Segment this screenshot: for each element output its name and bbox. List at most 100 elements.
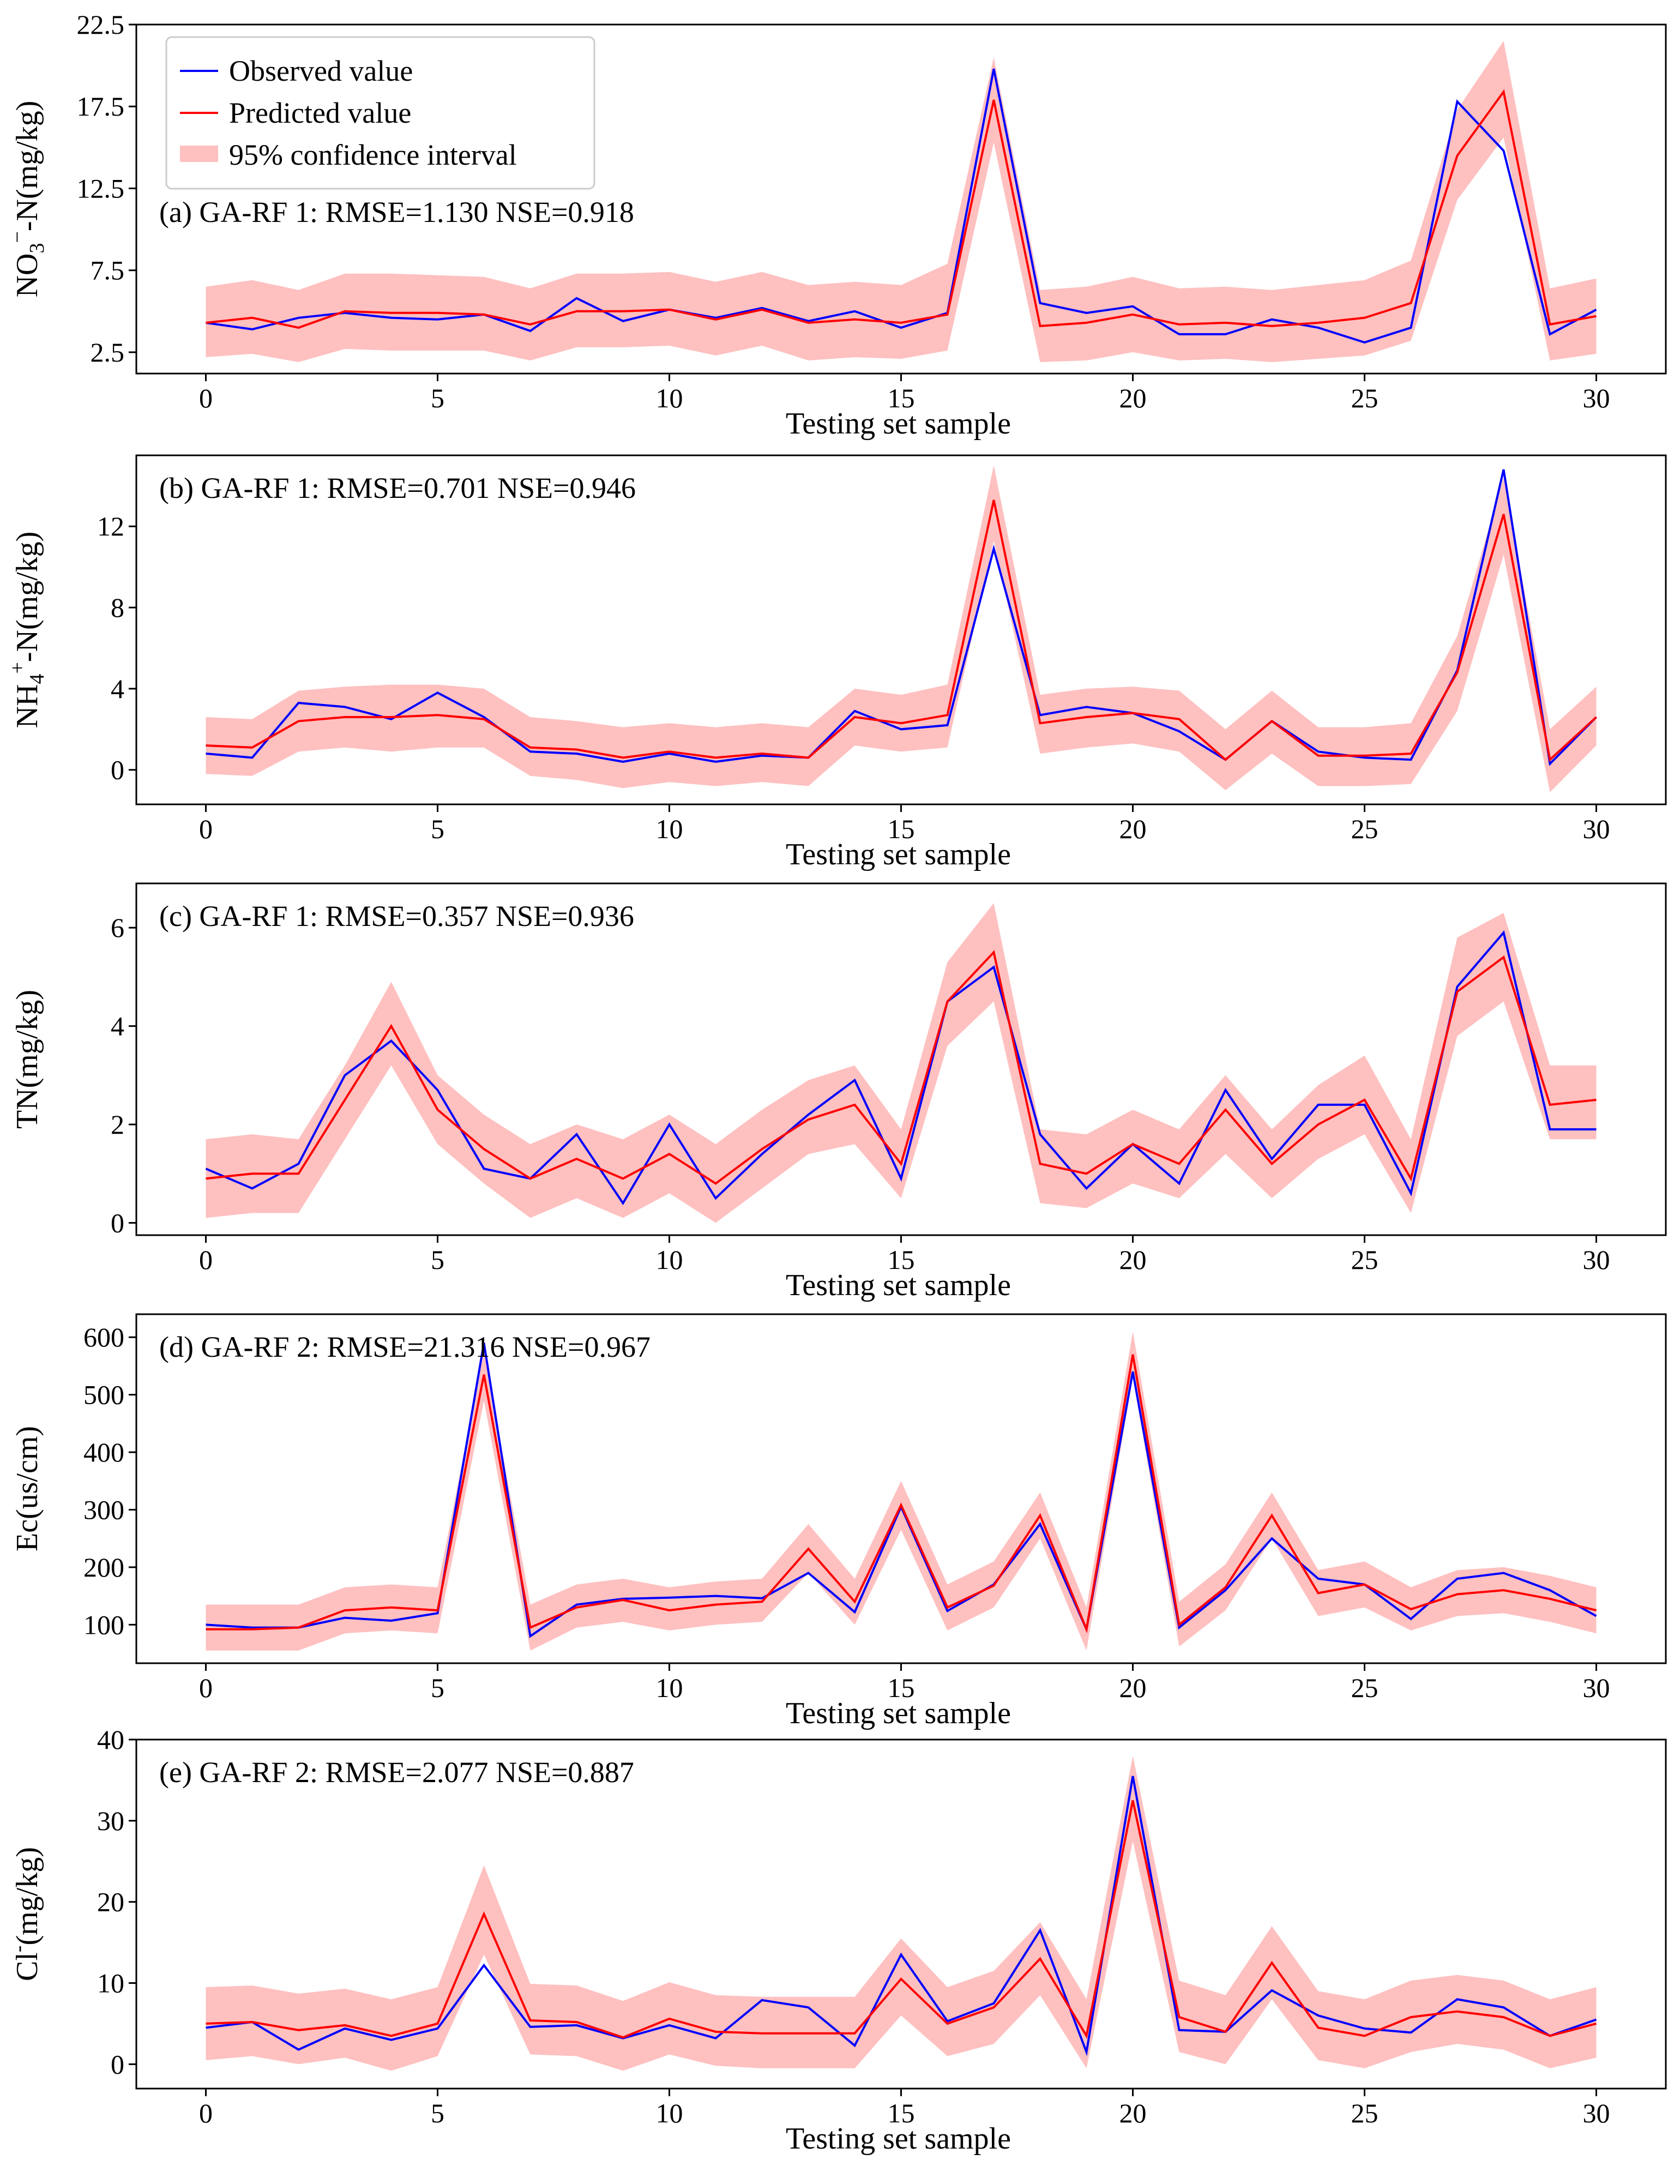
x-tick-label: 15 [888, 814, 915, 844]
observed-line [205, 930, 1597, 1206]
x-tick-label: 20 [1119, 1244, 1147, 1275]
predicted-line [206, 500, 1597, 762]
x-tick-label: 5 [431, 1672, 444, 1703]
y-tick-label: 7.5 [91, 255, 125, 286]
y-axis-label: NH4+-N(mg/kg) [6, 532, 49, 729]
x-axis-label: Testing set sample [786, 838, 1011, 871]
x-tick-label: 30 [1583, 1672, 1610, 1703]
axes-frame [135, 454, 1667, 805]
y-axis-label: NO3−-N(mg/kg) [6, 101, 49, 298]
y-axis-label-superscript: − [6, 231, 29, 243]
x-tick-label: 15 [888, 1244, 915, 1275]
y-tick-label: 22.5 [77, 9, 125, 40]
legend-observed-label: Observed value [229, 55, 413, 87]
x-tick-label: 10 [656, 383, 683, 413]
panel-title: (a) GA-RF 1: RMSE=1.130 NSE=0.918 [159, 196, 634, 228]
x-tick-label: 15 [888, 1672, 915, 1703]
panel-c: 0 5 10 15 20 25 30 0 2 4 6 Testing set sample TN(mg/… [10, 882, 1667, 1302]
x-tick-label: 25 [1351, 2098, 1378, 2128]
panel-d: 0 5 10 15 20 25 30 100 200 300 400 500 600 Testing se… [10, 1313, 1667, 1730]
observed-line [206, 68, 1597, 344]
y-axis-label: Ec(us/cm) [10, 1426, 44, 1551]
x-tick-label: 25 [1351, 1672, 1378, 1703]
y-tick-label: 12.5 [77, 173, 125, 203]
y-axis-label-subscript: 3 [26, 243, 49, 254]
y-tick-label: 17.5 [77, 91, 125, 122]
y-axis-label-rest: -N(mg/kg) [10, 101, 44, 232]
y-tick-label: 20 [97, 1887, 124, 1917]
y-axis-label-superscript: - [7, 1945, 30, 1952]
predicted-line [206, 1354, 1597, 1634]
panel-title: (d) GA-RF 2: RMSE=21.316 NSE=0.967 [159, 1331, 651, 1363]
y-tick-label: 300 [83, 1494, 124, 1525]
x-axis-label: Testing set sample [786, 2122, 1011, 2156]
y-tick-label: 2.5 [91, 337, 125, 368]
y-tick-label: 12 [97, 511, 124, 542]
y-tick-label: 0 [111, 1207, 124, 1238]
confidence-band [206, 1755, 1597, 2071]
x-tick-label: 15 [888, 383, 915, 413]
x-tick-label: 5 [431, 2098, 444, 2128]
x-axis-label: Testing set sample [786, 1696, 1011, 1730]
y-axis-label-main: NO [10, 254, 44, 298]
y-axis-label-main: NH [10, 684, 44, 729]
x-tick-label: 30 [1583, 1244, 1610, 1275]
x-tick-label: 0 [199, 383, 213, 413]
x-tick-label: 5 [431, 383, 444, 413]
panel-e: 0 5 10 15 20 25 30 0 10 20 30 40 Testing set sample C… [7, 1724, 1667, 2156]
x-tick-label: 0 [199, 1244, 213, 1275]
y-tick-label: 0 [111, 2049, 124, 2079]
x-tick-label: 30 [1583, 814, 1610, 844]
legend-box [165, 36, 595, 190]
y-tick-label: 40 [97, 1724, 124, 1755]
x-tick-label: 0 [199, 2098, 213, 2128]
observed-line [206, 1776, 1597, 2056]
confidence-band [206, 465, 1597, 792]
legend-band-label: 95% confidence interval [229, 139, 517, 171]
x-tick-label: 10 [656, 1244, 683, 1275]
x-tick-label: 5 [431, 814, 444, 844]
x-tick-label: 0 [199, 1672, 213, 1703]
x-tick-label: 30 [1583, 383, 1610, 413]
x-tick-label: 10 [656, 814, 683, 844]
observed-line [206, 469, 1597, 766]
y-axis-label-main: Cl [10, 1952, 44, 1981]
y-axis-label-rest: -N(mg/kg) [10, 532, 44, 663]
y-axis-label-subscript: 4 [26, 674, 49, 684]
x-tick-label: 25 [1351, 814, 1378, 844]
x-tick-label: 20 [1119, 1672, 1147, 1703]
x-tick-label: 10 [656, 1672, 683, 1703]
y-tick-label: 8 [111, 592, 124, 623]
x-tick-label: 25 [1351, 383, 1378, 413]
y-axis-label-superscript: + [6, 662, 29, 673]
legend-band-swatch [180, 146, 218, 162]
y-tick-label: 10 [97, 1968, 124, 1999]
x-tick-label: 15 [888, 2098, 915, 2128]
predicted-line [206, 1800, 1597, 2039]
y-tick-label: 2 [111, 1109, 124, 1140]
y-axis-label: TN(mg/kg) [10, 990, 44, 1129]
y-tick-label: 100 [83, 1609, 124, 1640]
y-tick-label: 200 [83, 1552, 124, 1583]
y-tick-label: 400 [83, 1437, 124, 1467]
x-tick-label: 25 [1351, 1244, 1378, 1275]
predicted-line [206, 89, 1597, 329]
y-tick-label: 4 [111, 673, 124, 704]
legend-predicted-label: Predicted value [229, 97, 411, 129]
confidence-band [206, 1331, 1597, 1651]
y-tick-label: 600 [83, 1322, 124, 1352]
x-axis-label: Testing set sample [786, 1268, 1011, 1302]
x-tick-label: 10 [656, 2098, 683, 2128]
confidence-band [206, 903, 1597, 1223]
legend: Observed value Predicted value 95% confide… [165, 36, 595, 190]
x-tick-label: 5 [431, 1244, 444, 1275]
y-tick-label: 4 [111, 1011, 124, 1042]
x-axis-label: Testing set sample [786, 407, 1011, 441]
confidence-band [206, 41, 1597, 362]
y-axis-label-rest: (mg/kg) [10, 1847, 44, 1945]
panel-title: (e) GA-RF 2: RMSE=2.077 NSE=0.887 [159, 1756, 634, 1789]
x-tick-label: 30 [1583, 2098, 1610, 2128]
x-tick-label: 20 [1119, 383, 1147, 413]
